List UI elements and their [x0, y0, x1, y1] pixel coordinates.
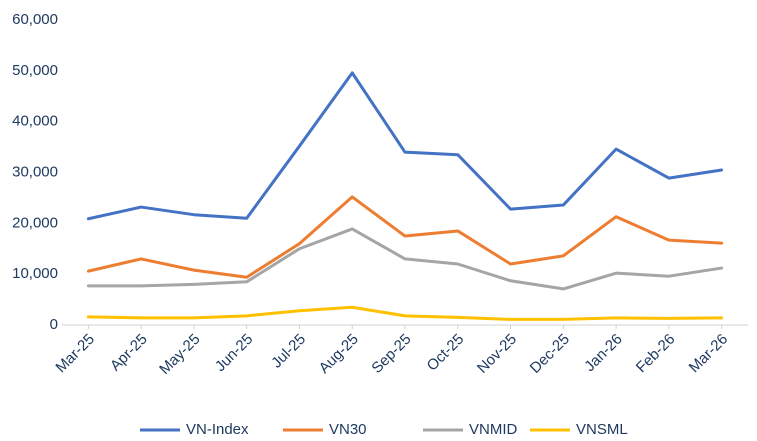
x-tick-label: Aug-25	[316, 331, 362, 377]
series-line	[86, 227, 724, 291]
legend-label: VNSML	[576, 421, 628, 438]
legend-label: VN-Index	[186, 421, 249, 438]
y-tick-label: 0	[50, 316, 58, 333]
y-tick-label: 50,000	[12, 62, 58, 79]
legend-label: VN30	[329, 421, 367, 438]
x-tick-label: Mar-26	[686, 331, 732, 377]
x-tick-label: Dec-25	[527, 331, 573, 377]
y-tick-label: 10,000	[12, 265, 58, 282]
legend-label: VNMID	[469, 421, 518, 438]
x-tick-label: Jul-25	[268, 331, 309, 372]
series-line	[86, 71, 724, 221]
y-tick-label: 20,000	[12, 214, 58, 231]
x-tick-label: Oct-25	[424, 331, 468, 375]
series-line	[86, 195, 724, 279]
x-tick-label: Nov-25	[474, 331, 520, 377]
x-tick-label: Mar-25	[52, 331, 98, 377]
series-line	[86, 305, 724, 321]
y-tick-label: 60,000	[12, 11, 58, 28]
x-tick-label: Apr-25	[107, 331, 151, 375]
x-tick-label: Jan-26	[581, 331, 625, 375]
y-tick-label: 30,000	[12, 163, 58, 180]
x-tick-label: Jun-25	[212, 331, 256, 375]
x-tick-label: Sep-25	[368, 331, 414, 377]
x-tick-label: Feb-26	[633, 331, 679, 377]
x-tick-label: May-25	[156, 331, 203, 378]
y-tick-label: 40,000	[12, 113, 58, 130]
